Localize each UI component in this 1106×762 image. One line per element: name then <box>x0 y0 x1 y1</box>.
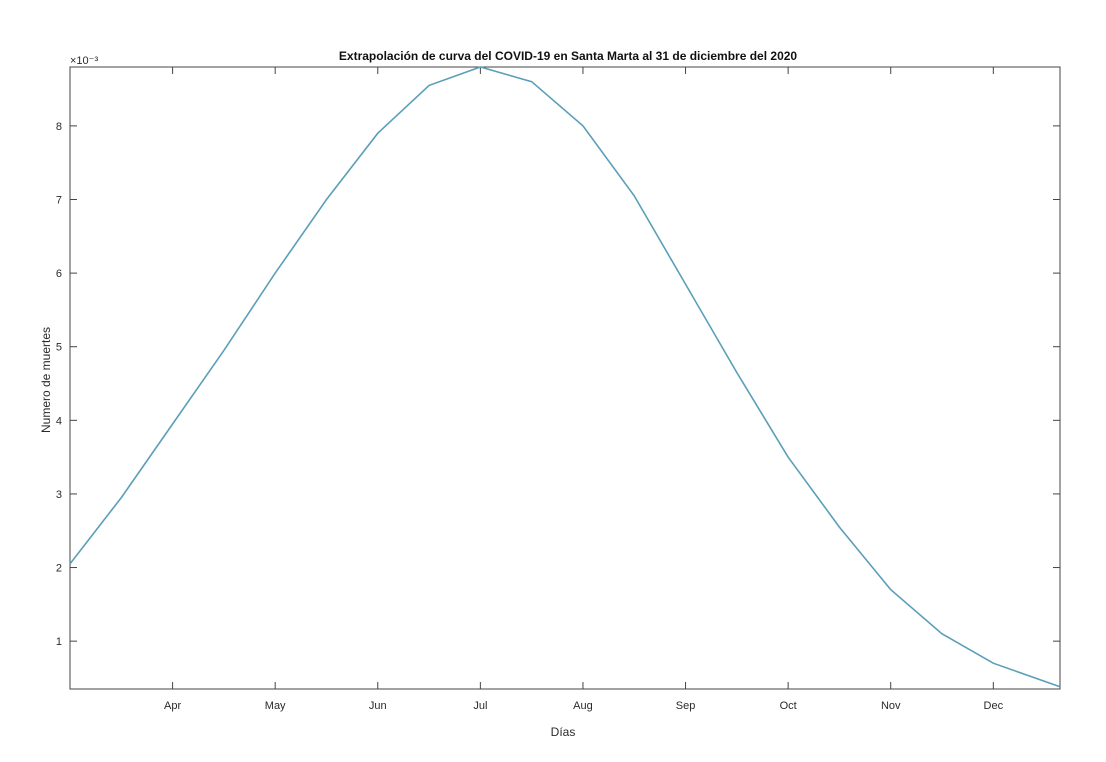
y-tick-label: 6 <box>56 268 62 280</box>
y-exponent-label: ×10⁻³ <box>70 55 98 67</box>
x-tick-label: Dec <box>984 700 1004 712</box>
plot-area <box>69 66 1061 690</box>
x-axis-title: Días <box>551 725 576 739</box>
chart-title: Extrapolación de curva del COVID-19 en S… <box>339 49 798 63</box>
x-tick-label: Oct <box>780 700 797 712</box>
y-tick-label: 3 <box>56 489 62 501</box>
series-line <box>69 66 1061 688</box>
x-tick-label: Aug <box>573 700 593 712</box>
x-ticks: Apr May Jun Jul Aug Sep Oct Nov Dec <box>164 67 1004 712</box>
x-tick-label: Sep <box>676 700 696 712</box>
y-ticks: 1 2 3 4 5 6 7 8 <box>56 121 1060 648</box>
x-tick-label: Jul <box>473 700 487 712</box>
y-tick-label: 4 <box>56 415 62 427</box>
y-tick-label: 2 <box>56 563 62 575</box>
y-tick-label: 1 <box>56 636 62 648</box>
x-tick-label: May <box>265 700 286 712</box>
y-tick-label: 8 <box>56 121 62 133</box>
y-tick-label: 7 <box>56 194 62 206</box>
x-tick-label: Nov <box>881 700 901 712</box>
x-tick-label: Apr <box>164 700 181 712</box>
y-tick-label: 5 <box>56 342 62 354</box>
x-tick-label: Jun <box>369 700 387 712</box>
y-axis-title: Numero de muertes <box>39 327 53 433</box>
